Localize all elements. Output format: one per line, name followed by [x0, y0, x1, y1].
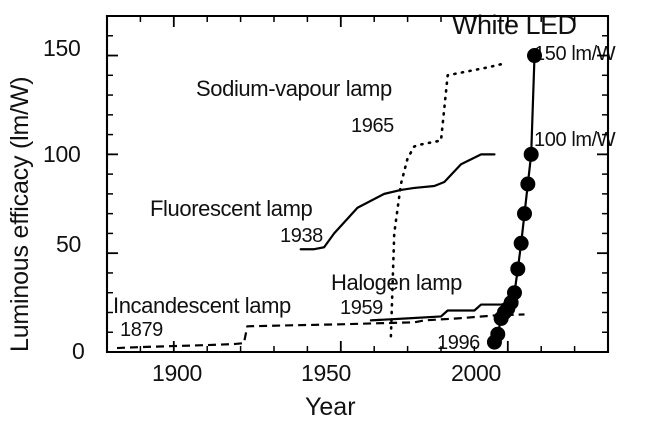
data-point-marker — [513, 235, 529, 251]
x-tick-label-1900: 1900 — [152, 360, 202, 386]
data-point-marker — [516, 206, 532, 222]
data-markers — [486, 48, 543, 350]
x-tick-label-1950: 1950 — [301, 360, 351, 386]
annotation-halogen-year: 1959 — [340, 297, 383, 319]
series-line-sodium-vapour-lamp — [389, 62, 506, 338]
y-tick-label-150: 150 — [43, 35, 81, 61]
y-tick-label-50: 50 — [56, 231, 81, 257]
y-tick-label-0: 0 — [72, 338, 85, 364]
x-axis-title: Year — [305, 393, 356, 421]
annotation-fluorescent-lamp: Fluorescent lamp — [150, 196, 313, 221]
series-line-incandescent-lamp — [116, 313, 525, 350]
annotation-incandescent-lamp: Incandescent lamp — [113, 293, 291, 318]
y-tick-label-100: 100 — [43, 141, 81, 167]
data-point-marker — [523, 146, 539, 162]
axis-ticks — [107, 16, 609, 353]
x-tick-label-2000: 2000 — [451, 360, 501, 386]
annotation-fluorescent-year: 1938 — [280, 225, 323, 247]
annotation-sodium-lamp: Sodium-vapour lamp — [196, 76, 392, 101]
data-point-marker — [490, 326, 506, 342]
annotation-incandescent-year: 1879 — [120, 319, 163, 341]
data-point-marker — [510, 261, 526, 277]
annotation-efficacy-100: 100 lm/W — [534, 129, 616, 151]
data-point-marker — [506, 285, 522, 301]
annotation-efficacy-150: 150 lm/W — [534, 43, 616, 65]
annotation-led-year: 1996 — [437, 332, 480, 354]
series-line-fluorescent-lamp — [299, 153, 496, 251]
data-point-marker — [527, 48, 543, 64]
data-series — [116, 54, 536, 350]
data-point-marker — [520, 176, 536, 192]
series-line-halogen-lamp — [369, 301, 516, 322]
annotation-sodium-year: 1965 — [351, 115, 394, 137]
annotation-halogen-lamp: Halogen lamp — [331, 270, 462, 295]
